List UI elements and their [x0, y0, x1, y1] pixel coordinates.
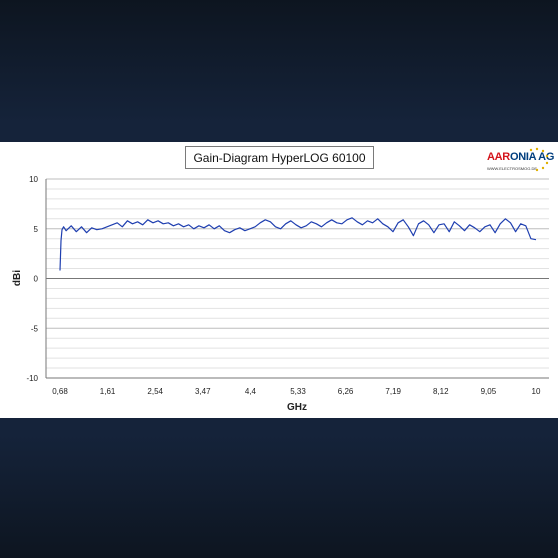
x-tick-label: 1,61 — [100, 387, 116, 396]
logo-url: WWW.ELECTROSMOG.DE — [487, 166, 537, 171]
series-line-0 — [59, 217, 537, 271]
logo-text: AARONIA AG — [487, 151, 554, 163]
y-tick-label: -10 — [26, 374, 38, 383]
y-tick-label: 0 — [34, 275, 39, 284]
x-tick-label: 8,12 — [433, 387, 449, 396]
x-tick-label: 4,4 — [245, 387, 257, 396]
x-tick-label: 6,26 — [338, 387, 354, 396]
y-tick-label: 5 — [34, 225, 39, 234]
logo-text-part1: AAR — [487, 151, 510, 163]
logo-stars-icon — [529, 147, 549, 172]
gain-chart: 10 5 0 -5 -10 0,68 1,61 2,54 3,47 4,4 5,33 6,26 7,19… — [12, 175, 549, 413]
y-tick-label: 10 — [29, 175, 38, 184]
aaronia-logo: AARONIA AG WWW.ELECTROSMOG.DE — [487, 147, 554, 175]
tick-layer: 10 5 0 -5 -10 0,68 1,61 2,54 3,47 4,4 5,33 6,26 7,19… — [26, 175, 541, 396]
x-tick-label: 0,68 — [52, 387, 68, 396]
axis-layer — [45, 179, 549, 379]
x-axis-title: GHz — [287, 402, 307, 413]
y-tick-label: -5 — [31, 324, 39, 333]
logo-text-part2: ONIA AG — [509, 151, 555, 163]
x-tick-label: 7,19 — [385, 387, 401, 396]
x-tick-label: 5,33 — [290, 387, 306, 396]
x-tick-label: 10 — [532, 387, 541, 396]
y-axis-title: dBi — [12, 270, 23, 286]
x-tick-label: 3,47 — [195, 387, 211, 396]
series-layer — [59, 217, 537, 271]
chart-title: Gain-Diagram HyperLOG 60100 — [185, 146, 374, 169]
chart-panel: 10 5 0 -5 -10 0,68 1,61 2,54 3,47 4,4 5,33 6,26 7,19… — [0, 142, 558, 418]
x-tick-label: 9,05 — [481, 387, 497, 396]
x-tick-label: 2,54 — [147, 387, 163, 396]
